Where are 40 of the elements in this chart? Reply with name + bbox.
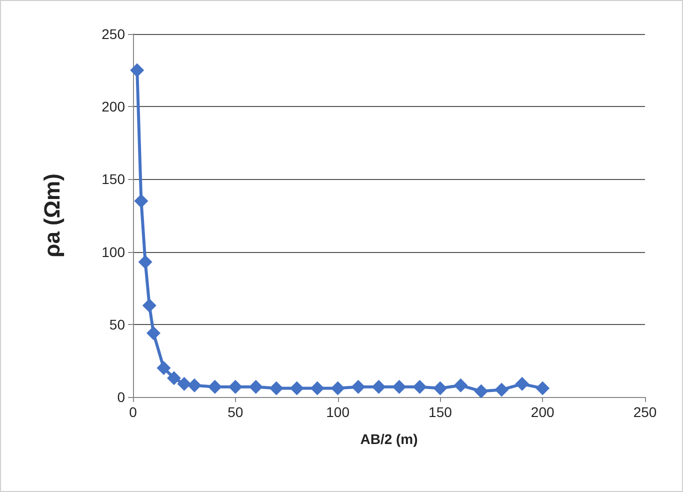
y-tick-label: 0: [117, 389, 126, 405]
point: [208, 380, 222, 394]
point: [134, 194, 148, 208]
x-tick-label: 0: [129, 404, 138, 420]
point: [494, 382, 509, 397]
x-tick-label: 250: [633, 404, 657, 420]
point: [474, 384, 488, 398]
point: [290, 381, 304, 396]
x-tick-label: 50: [228, 404, 244, 420]
point: [228, 380, 242, 394]
point: [130, 63, 144, 78]
y-tick-label: 150: [102, 171, 126, 188]
point: [392, 380, 406, 394]
point: [412, 380, 427, 394]
point: [146, 326, 160, 340]
x-tick-label: 150: [428, 404, 452, 420]
point: [372, 380, 386, 394]
point: [156, 360, 171, 375]
point: [177, 376, 192, 391]
x-tick-label: 200: [530, 404, 554, 420]
point: [269, 381, 284, 396]
point: [515, 376, 530, 391]
point: [330, 381, 345, 396]
y-tick-label: 250: [102, 26, 126, 42]
point: [310, 381, 324, 396]
point: [433, 381, 448, 396]
x-axis-title: AB/2 (m): [360, 431, 418, 447]
point: [351, 380, 366, 394]
point: [142, 298, 156, 313]
point: [166, 371, 181, 386]
y-tick-label: 200: [102, 98, 126, 115]
point: [454, 378, 468, 392]
point: [187, 378, 202, 392]
y-tick-label: 100: [102, 244, 126, 260]
x-tick-label: 100: [326, 404, 350, 420]
point: [536, 381, 550, 396]
y-axis-title: ρa (Ωm): [40, 174, 64, 258]
point: [138, 254, 152, 269]
y-tick-label: 50: [109, 316, 126, 332]
point: [248, 380, 263, 394]
